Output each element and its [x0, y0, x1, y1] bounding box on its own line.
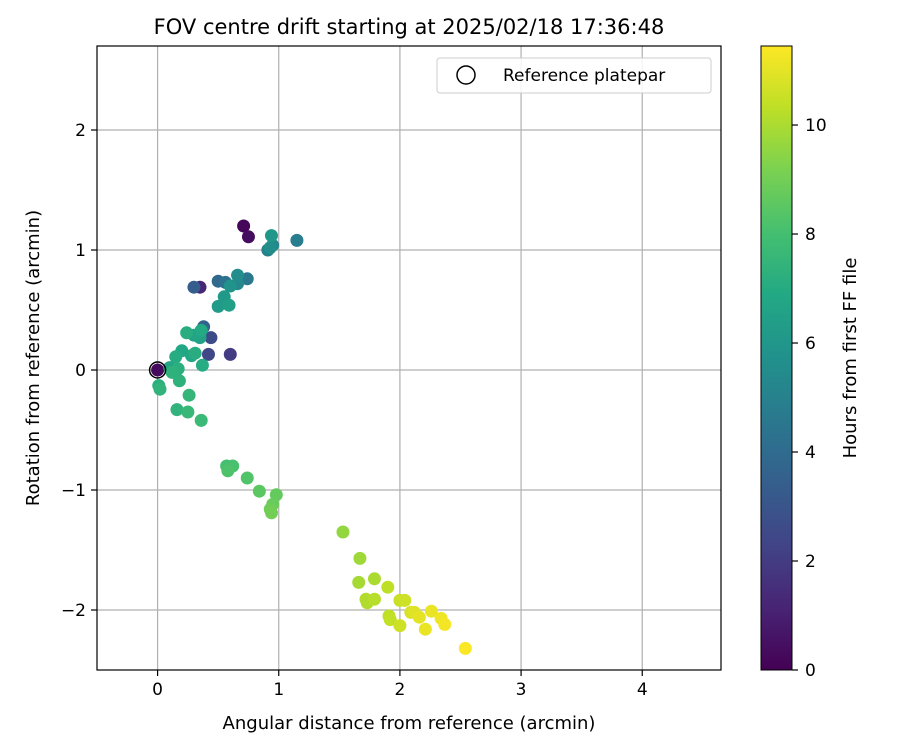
data-point	[170, 403, 184, 417]
x-axis-ticks: 0 1 2 3 4	[152, 670, 648, 700]
data-point	[172, 374, 186, 388]
data-point	[263, 241, 277, 255]
data-point	[221, 464, 235, 478]
y-tick-label: 1	[75, 241, 86, 261]
data-point	[353, 551, 367, 565]
data-point	[381, 580, 395, 594]
data-point	[222, 298, 236, 312]
y-tick-label: −2	[61, 601, 86, 621]
plot-frame	[96, 45, 722, 671]
x-tick-label: 1	[273, 680, 284, 700]
y-tick-label: 2	[75, 121, 86, 141]
x-axis-label: Angular distance from reference (arcmin)	[223, 713, 596, 734]
data-point	[187, 280, 201, 294]
legend-entry-reference: Reference platepar	[503, 66, 665, 86]
data-point	[204, 331, 218, 345]
data-point	[194, 413, 208, 427]
data-points	[151, 219, 472, 655]
data-point	[195, 358, 209, 372]
data-point	[336, 525, 350, 539]
x-tick-label: 4	[637, 680, 648, 700]
x-tick-label: 0	[152, 680, 163, 700]
data-point	[424, 604, 438, 618]
data-point	[151, 363, 165, 377]
data-point	[383, 613, 397, 627]
x-tick-label: 3	[516, 680, 527, 700]
data-point	[165, 365, 179, 379]
y-axis-label: Rotation from reference (arcmin)	[23, 210, 44, 506]
legend-box	[436, 57, 712, 94]
data-point	[240, 471, 254, 485]
data-point	[458, 641, 472, 655]
y-tick-label: −1	[61, 481, 86, 501]
data-point	[237, 219, 251, 233]
colorbar-label: Hours from first FF file	[840, 258, 861, 459]
data-point	[418, 622, 432, 636]
colorbar-tick-label: 2	[805, 552, 816, 572]
legend: Reference platepar	[436, 57, 712, 94]
data-point	[393, 619, 407, 633]
data-point	[241, 230, 255, 244]
chart-title: FOV centre drift starting at 2025/02/18 …	[154, 15, 665, 39]
data-point	[412, 610, 426, 624]
data-point	[367, 572, 381, 586]
data-point	[264, 506, 278, 520]
colorbar-gradient	[760, 45, 793, 671]
reference-platepar-marker	[148, 361, 167, 379]
data-point	[252, 484, 266, 498]
data-point	[290, 233, 304, 247]
data-point	[264, 229, 278, 243]
y-tick-label: 0	[75, 361, 86, 381]
data-point	[181, 405, 195, 419]
colorbar-tick-label: 0	[805, 661, 816, 681]
colorbar-ticks: 0 2 4 6 8 10	[792, 116, 827, 681]
data-point	[211, 299, 225, 313]
data-point	[398, 593, 412, 607]
data-point	[169, 350, 183, 364]
colorbar-tick-label: 6	[805, 334, 816, 354]
data-point	[194, 323, 208, 337]
data-point	[367, 592, 381, 606]
data-point	[352, 575, 366, 589]
data-point	[180, 326, 194, 340]
x-tick-label: 2	[394, 680, 405, 700]
data-point	[182, 388, 196, 402]
colorbar-tick-label: 8	[805, 225, 816, 245]
data-point	[223, 279, 237, 293]
data-point	[231, 268, 245, 282]
colorbar: 0 2 4 6 8 10 Hours from first FF file	[760, 45, 861, 681]
legend-reference-marker-icon	[456, 65, 476, 85]
colorbar-tick-label: 4	[805, 443, 816, 463]
data-point	[188, 346, 202, 360]
colorbar-tick-label: 10	[805, 116, 827, 136]
data-point	[153, 382, 167, 396]
data-point	[201, 347, 215, 361]
y-axis-ticks: −2 −1 0 1 2	[61, 121, 97, 621]
data-point	[438, 617, 452, 631]
data-point	[223, 347, 237, 361]
